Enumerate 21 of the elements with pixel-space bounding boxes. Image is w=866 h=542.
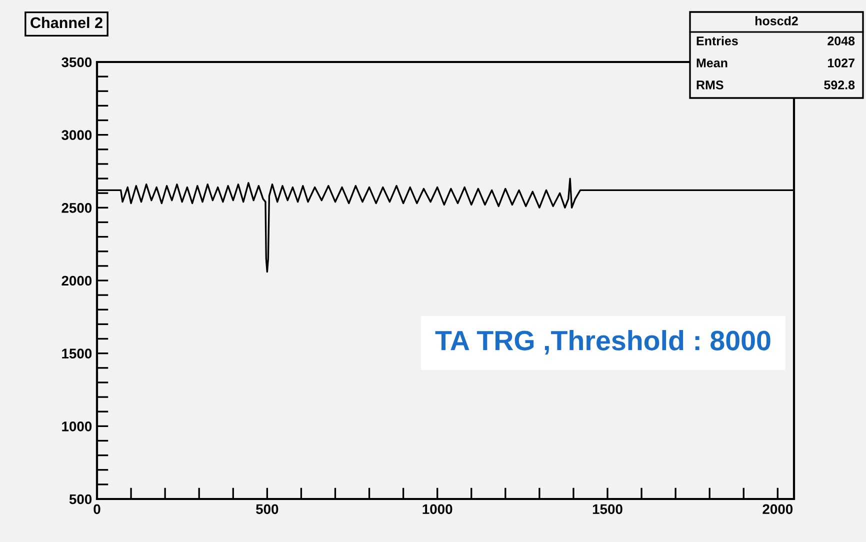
text: Entries xyxy=(696,36,738,46)
y-tick-label: 1000 xyxy=(62,422,92,432)
y-tick-label: 2000 xyxy=(62,276,92,286)
annotation: TA TRG ,Threshold : 8000 xyxy=(435,330,770,354)
y-tick-label: 1500 xyxy=(62,348,92,359)
text: hoscd2 xyxy=(755,16,798,26)
x-tick-label: 500 xyxy=(256,504,278,514)
x-tick-label: 0 xyxy=(94,504,100,514)
text: 2048 xyxy=(828,36,855,46)
annotation: RMS xyxy=(696,80,724,90)
chart-title: Channel 2 xyxy=(30,16,102,28)
y-tick-label: 3000 xyxy=(62,130,92,140)
y-tick-label: 500 xyxy=(69,494,92,504)
text: 592.8 xyxy=(824,80,855,90)
x-tick-label: 1000 xyxy=(422,504,452,514)
x-tick-label: 2000 xyxy=(762,504,793,514)
y-tick-label: 3500 xyxy=(62,57,92,68)
y-tick-label: 2500 xyxy=(62,203,92,213)
x-tick-label: 1500 xyxy=(592,504,622,514)
text: 1027 xyxy=(828,58,854,68)
annotation: Mean xyxy=(696,58,728,68)
